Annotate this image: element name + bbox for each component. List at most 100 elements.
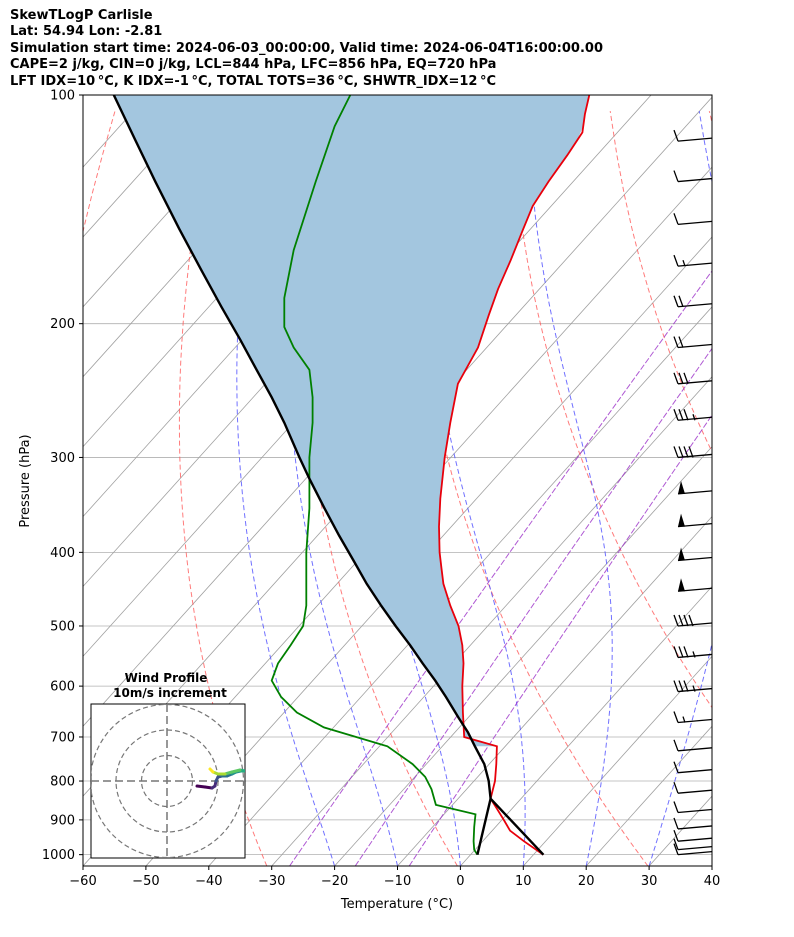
isotherm-line bbox=[585, 725, 712, 866]
wind-barb bbox=[673, 817, 713, 830]
barb-staff bbox=[677, 343, 713, 349]
hodograph-plot bbox=[91, 704, 245, 858]
barb-staff bbox=[677, 220, 713, 225]
barb-flag bbox=[673, 336, 679, 348]
cape-line: CAPE=2 j/kg, CIN=0 j/kg, LCL=844 hPa, LF… bbox=[10, 57, 497, 73]
axes: −60 −50 −40 −30 −20 −10 0 10 20 30 40 1000 900 800 700… bbox=[42, 89, 720, 890]
x-tick-label: −50 bbox=[132, 874, 159, 889]
y-tick-label: 1000 bbox=[42, 848, 75, 863]
barb-staff bbox=[677, 453, 713, 459]
y-tick-label: 700 bbox=[50, 730, 75, 745]
barb-flag bbox=[673, 838, 679, 850]
isotherm-line bbox=[523, 655, 712, 866]
barb-flag bbox=[673, 829, 679, 842]
lift-segment-line bbox=[476, 798, 492, 855]
barb-staff bbox=[677, 846, 713, 851]
dry-adiabat-line bbox=[510, 111, 712, 709]
barb-half-flag bbox=[692, 685, 696, 692]
barb-staff bbox=[677, 137, 713, 142]
x-tick-label: −60 bbox=[69, 874, 96, 889]
chart-title: SkewTLogP Carlisle bbox=[10, 8, 153, 23]
barb-flag bbox=[673, 213, 679, 225]
y-tick-label: 100 bbox=[50, 89, 75, 104]
y-tick-label: 900 bbox=[50, 813, 75, 828]
barb-staff bbox=[677, 837, 713, 842]
wind-barb bbox=[673, 781, 713, 794]
barb-flag bbox=[683, 646, 689, 658]
hodograph-subtitle: 10m/s increment bbox=[113, 686, 227, 700]
barb-staff bbox=[677, 808, 713, 814]
isotherm-line bbox=[83, 95, 212, 238]
barb-staff bbox=[677, 718, 713, 724]
barb-staff bbox=[677, 177, 713, 183]
wind-barb bbox=[673, 336, 713, 349]
mixing-ratio-line bbox=[289, 270, 712, 866]
barb-flag bbox=[673, 680, 679, 692]
wind-barb bbox=[673, 254, 713, 267]
dry-adiabat-line bbox=[609, 111, 712, 453]
wind-barb bbox=[673, 646, 713, 659]
y-tick-label: 800 bbox=[50, 775, 75, 790]
barb-staff bbox=[677, 851, 713, 856]
barb-pennant bbox=[678, 513, 685, 527]
moist-adiabat-line bbox=[711, 864, 712, 866]
isotherm-line bbox=[83, 95, 274, 308]
index-line: LFT IDX=10 °C, K IDX=-1 °C, TOTAL TOTS=3… bbox=[10, 73, 497, 89]
barb-pennant bbox=[678, 480, 685, 494]
wind-barb bbox=[673, 761, 713, 774]
isotherm-line bbox=[83, 95, 652, 727]
barb-flag bbox=[673, 711, 679, 723]
barb-flag bbox=[673, 372, 679, 385]
isotherm-line bbox=[711, 865, 712, 866]
wind-barb bbox=[673, 801, 713, 814]
parcel-line bbox=[112, 95, 545, 856]
barb-flag bbox=[678, 646, 684, 658]
barb-flag bbox=[673, 170, 679, 182]
x-tick-label: 10 bbox=[515, 874, 532, 889]
isotherm-line bbox=[397, 515, 712, 866]
temperature-line bbox=[438, 95, 591, 856]
barb-flag bbox=[683, 614, 689, 627]
y-tick-label: 400 bbox=[50, 546, 75, 561]
barb-flag bbox=[673, 781, 679, 794]
wind-barb bbox=[673, 838, 713, 851]
barb-half-flag bbox=[692, 651, 696, 658]
barb-staff bbox=[677, 769, 713, 774]
barb-flag bbox=[673, 446, 679, 458]
hodograph-title: Wind Profile bbox=[125, 671, 208, 685]
barb-flag bbox=[678, 680, 684, 692]
wind-barb bbox=[677, 547, 713, 562]
isotherm-line bbox=[208, 306, 712, 866]
wind-barb bbox=[677, 513, 713, 528]
wind-barbs bbox=[673, 129, 713, 856]
barb-flag bbox=[673, 843, 679, 855]
x-tick-label: −20 bbox=[321, 874, 348, 889]
barb-flag bbox=[688, 614, 694, 627]
x-tick-label: −40 bbox=[195, 874, 222, 889]
barb-half-flag bbox=[682, 259, 686, 267]
location-line: Lat: 54.94 Lon: -2.81 bbox=[10, 24, 163, 40]
barb-flag bbox=[678, 614, 684, 627]
x-axis-label: Temperature (°C) bbox=[340, 897, 453, 912]
barb-flag bbox=[678, 372, 684, 385]
barb-staff bbox=[677, 825, 713, 830]
dry-adiabat-line bbox=[178, 111, 268, 866]
hodograph-inset: Wind Profile 10m/s increment bbox=[90, 671, 246, 859]
barb-staff bbox=[677, 262, 713, 267]
wind-barb bbox=[673, 409, 713, 421]
wind-barb bbox=[677, 480, 713, 495]
y-tick-label: 600 bbox=[50, 680, 75, 695]
isotherm-line bbox=[460, 585, 712, 866]
wind-barb bbox=[673, 680, 713, 693]
dry-adiabat-line bbox=[708, 110, 712, 125]
wind-barb bbox=[673, 446, 713, 459]
moist-adiabat-line bbox=[648, 111, 712, 866]
hodograph-ring bbox=[91, 704, 245, 858]
barb-flag bbox=[673, 801, 679, 813]
x-tick-label: 30 bbox=[641, 874, 658, 889]
x-tick-label: 0 bbox=[456, 874, 464, 889]
isotherm-line bbox=[271, 376, 712, 866]
barb-flag bbox=[683, 372, 689, 385]
wind-barb bbox=[673, 213, 713, 225]
